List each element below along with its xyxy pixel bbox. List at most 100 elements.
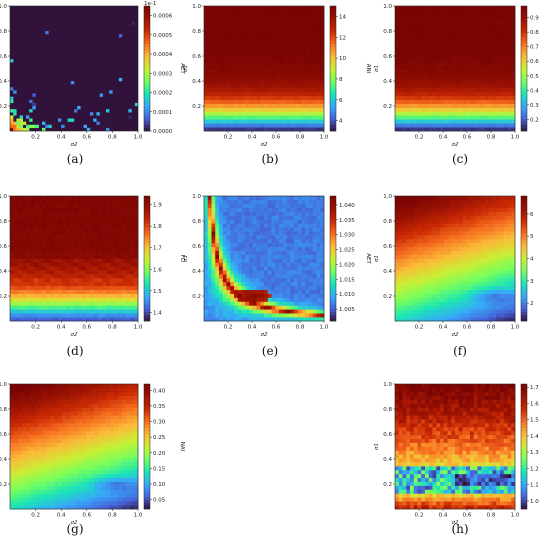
heatmap-cell <box>271 52 276 58</box>
heatmap-cell <box>106 109 110 113</box>
heatmap-cell <box>126 285 131 291</box>
heatmap-cell <box>102 274 107 279</box>
heatmap-cell <box>215 48 220 54</box>
heatmap-cell <box>496 21 501 26</box>
heatmap-cell <box>421 29 426 34</box>
heatmap-cell <box>26 203 31 209</box>
heatmap-cell <box>94 285 99 291</box>
heatmap-cell <box>126 297 131 302</box>
heatmap-cell <box>290 281 295 287</box>
y-tick-label: 0.8 <box>383 29 392 35</box>
heatmap-cell <box>455 95 460 101</box>
heatmap-cell <box>413 305 418 310</box>
heatmap-cell <box>428 242 433 248</box>
heatmap-cell <box>219 281 224 287</box>
heatmap-cell <box>241 246 246 251</box>
heatmap-cell <box>234 242 239 248</box>
heatmap-cell <box>241 115 246 120</box>
heatmap-cell <box>511 64 516 69</box>
heatmap-cell <box>102 258 107 263</box>
heatmap-cell <box>42 246 47 251</box>
heatmap-cell <box>237 313 242 318</box>
heatmap-cell <box>211 115 216 120</box>
heatmap-cell <box>134 297 139 302</box>
heatmap-cell <box>42 219 47 224</box>
heatmap-cell <box>447 270 452 275</box>
heatmap-cell <box>204 242 209 248</box>
heatmap-cell <box>496 60 501 65</box>
heatmap-cell <box>14 199 19 205</box>
heatmap-cell <box>421 33 426 38</box>
heatmap-cell <box>70 313 75 318</box>
heatmap-cell <box>320 258 325 263</box>
heatmap-cell <box>230 6 235 11</box>
heatmap-cell <box>440 25 445 30</box>
heatmap-cell <box>226 293 231 298</box>
heatmap-cell <box>309 17 314 22</box>
heatmap-cell <box>249 278 254 283</box>
heatmap-cell <box>507 76 512 81</box>
heatmap-cell <box>282 254 287 259</box>
heatmap-cell <box>18 203 23 209</box>
heatmap-cell <box>62 235 67 240</box>
heatmap-cell <box>118 293 123 298</box>
heatmap-cell <box>230 196 235 201</box>
heatmap-cell <box>264 29 269 34</box>
heatmap-cell <box>286 235 291 240</box>
heatmap-cell <box>134 207 139 212</box>
heatmap-cell <box>82 254 87 259</box>
heatmap-cell <box>26 199 31 205</box>
heatmap-cell <box>477 91 482 97</box>
heatmap-cell <box>264 103 269 108</box>
heatmap-cell <box>215 196 220 201</box>
heatmap-cell <box>309 25 314 30</box>
heatmap-cell <box>503 95 508 101</box>
heatmap-cell <box>122 301 127 306</box>
heatmap-cell <box>395 25 400 30</box>
heatmap-cell <box>440 99 445 104</box>
heatmap-cell <box>286 231 291 236</box>
heatmap-cell <box>234 60 239 65</box>
heatmap-cell <box>290 285 295 291</box>
heatmap-cell <box>297 215 302 220</box>
heatmap-cell <box>122 254 127 259</box>
y-tick-label: 0.6 <box>0 54 7 60</box>
heatmap-cell <box>122 235 127 240</box>
heatmap-cell <box>226 21 231 26</box>
heatmap-cell <box>86 242 91 248</box>
heatmap-cell <box>511 95 516 101</box>
heatmap-cell <box>443 60 448 65</box>
heatmap-cell <box>256 270 261 275</box>
heatmap-cell <box>226 278 231 283</box>
heatmap-cell <box>301 203 306 209</box>
heatmap-cell <box>286 95 291 101</box>
heatmap-cell <box>252 262 257 267</box>
heatmap-cell <box>252 99 257 104</box>
heatmap-cell <box>22 270 27 275</box>
heatmap-cell <box>267 76 272 81</box>
heatmap-cell <box>410 313 415 318</box>
heatmap-cell <box>78 293 83 298</box>
heatmap-cell <box>204 119 209 124</box>
heatmap-cell <box>477 107 482 112</box>
heatmap-cell <box>455 13 460 19</box>
heatmap-cell <box>256 45 261 50</box>
heatmap-cell <box>428 313 433 318</box>
heatmap-cell <box>252 309 257 314</box>
heatmap-cell <box>395 60 400 65</box>
heatmap-cell <box>316 45 321 50</box>
heatmap-cell <box>275 215 280 220</box>
heatmap-cell <box>455 297 460 302</box>
heatmap-cell <box>219 48 224 54</box>
heatmap-cell <box>230 72 235 77</box>
heatmap-cell <box>503 72 508 77</box>
heatmap-cell <box>271 231 276 236</box>
heatmap-cell <box>496 123 501 128</box>
heatmap-cell <box>440 123 445 128</box>
heatmap-cell <box>447 25 452 30</box>
heatmap-cell <box>264 25 269 30</box>
heatmap-cell <box>301 88 306 93</box>
heatmap-cell <box>320 313 325 318</box>
heatmap-cell <box>275 88 280 93</box>
heatmap-cell <box>428 111 433 116</box>
